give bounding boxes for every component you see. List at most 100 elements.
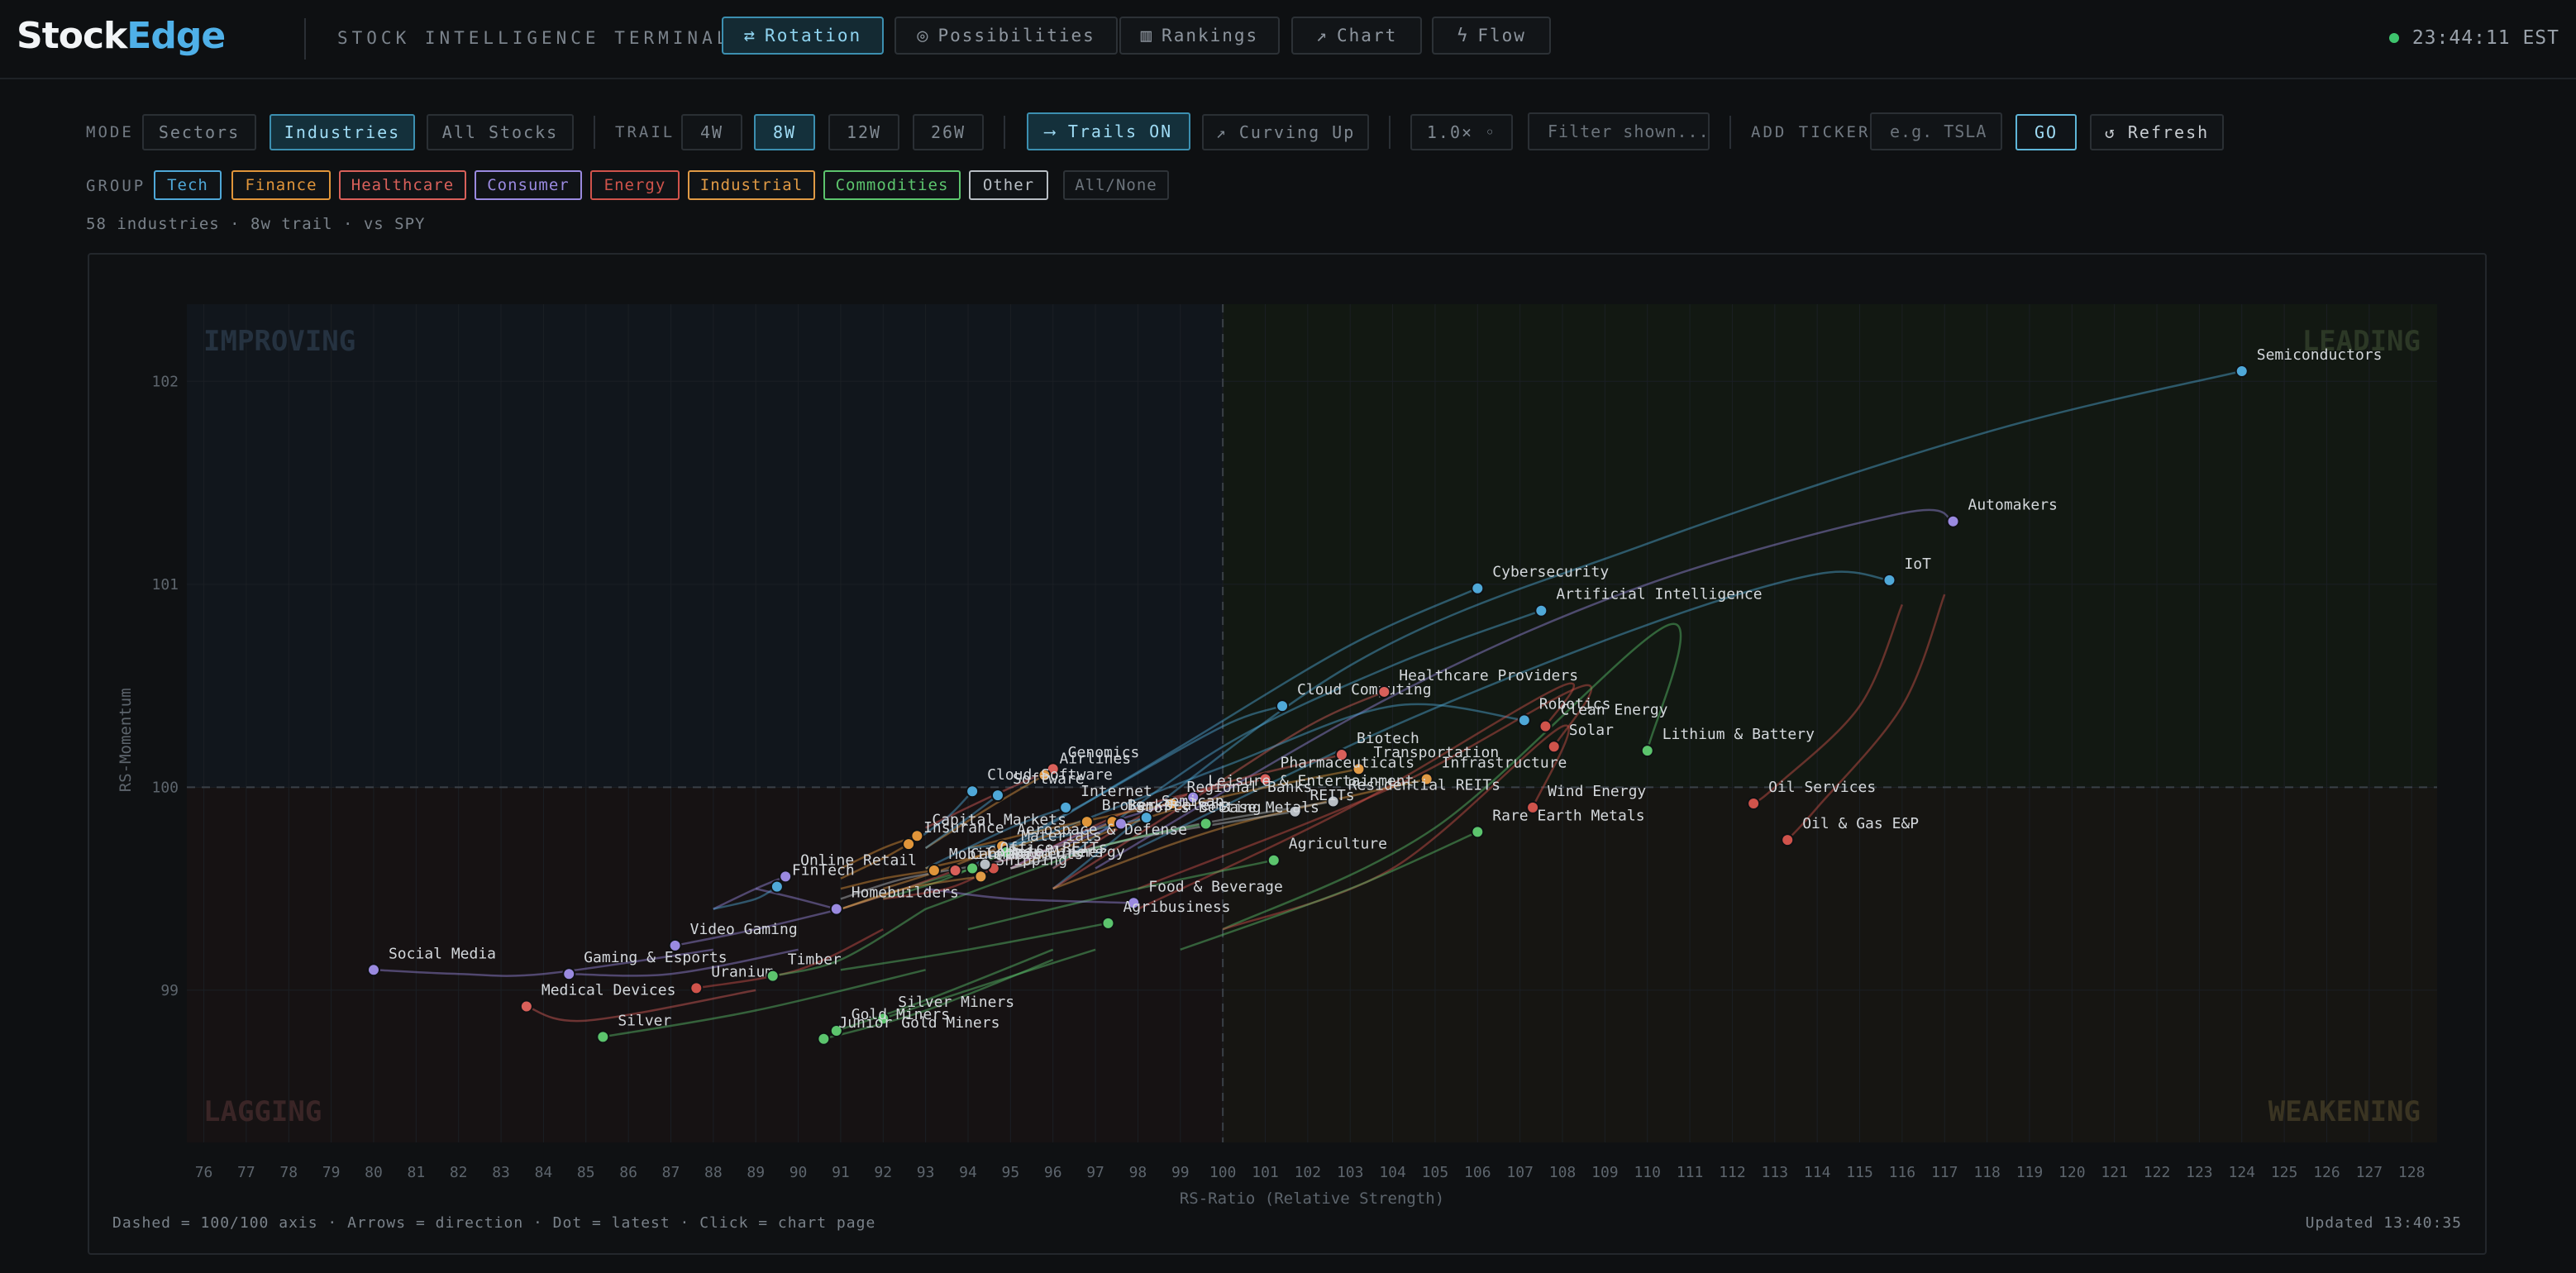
point-dot[interactable] [1352, 762, 1366, 776]
industry-point[interactable]: Airlines [1038, 751, 1131, 782]
point-dot[interactable] [770, 880, 784, 894]
trail-26w-button[interactable]: 26W [913, 114, 984, 150]
point-dot[interactable] [1747, 796, 1761, 810]
nav-tab-rankings[interactable]: ▥ Rankings [1119, 17, 1280, 55]
industry-point[interactable]: Materials [999, 827, 1102, 859]
industry-point[interactable]: Cybersecurity [1471, 564, 1609, 595]
industry-point[interactable]: Silver [596, 1012, 671, 1044]
industry-point[interactable]: Residential REITs [1326, 777, 1500, 808]
point-dot[interactable] [1059, 800, 1073, 814]
point-dot[interactable] [562, 967, 576, 981]
group-tech-chip[interactable]: Tech [154, 170, 222, 200]
point-dot[interactable] [902, 837, 916, 851]
industry-point[interactable]: IoT [1882, 555, 1931, 587]
industry-point[interactable]: Pharmaceuticals [1258, 755, 1415, 786]
point-dot[interactable] [978, 857, 992, 871]
point-dot[interactable] [1538, 719, 1553, 733]
industry-point[interactable]: Gaming & Esports [562, 949, 727, 981]
industry-point[interactable]: Sports Betting [1114, 799, 1262, 831]
industry-point[interactable]: Clean Energy [1538, 702, 1668, 733]
mode-all-stocks-button[interactable]: All Stocks [427, 114, 574, 150]
refresh-button[interactable]: ↺ Refresh [2090, 114, 2224, 150]
point-dot[interactable] [1377, 684, 1391, 698]
point-dot[interactable] [689, 981, 704, 995]
point-dot[interactable] [1258, 772, 1272, 786]
industry-point[interactable]: REITs [1288, 787, 1355, 818]
industry-point[interactable]: Medical Devices [519, 982, 676, 1013]
industry-point[interactable]: Agribusiness [1101, 899, 1231, 930]
trail-12w-button[interactable]: 12W [828, 114, 899, 150]
point-dot[interactable] [1165, 796, 1179, 810]
point-dot[interactable] [2235, 365, 2249, 379]
industry-point[interactable]: Social Media [366, 945, 496, 977]
industry-point[interactable]: Lithium & Battery [1640, 726, 1815, 758]
point-dot[interactable] [1276, 699, 1290, 713]
nav-tab-rotation[interactable]: ⇄ Rotation [722, 17, 884, 55]
industry-point[interactable]: Food & Beverage [1127, 878, 1283, 910]
point-dot[interactable] [1199, 817, 1213, 831]
point-dot[interactable] [829, 1023, 843, 1037]
point-dot[interactable] [966, 784, 980, 799]
group-other-chip[interactable]: Other [969, 170, 1048, 200]
point-dot[interactable] [1326, 794, 1340, 808]
industry-point[interactable]: Solar [1547, 722, 1614, 754]
industry-point[interactable]: Leisure & Entertainment [1186, 773, 1414, 804]
go-button[interactable]: GO [2015, 114, 2077, 150]
mode-industries-button[interactable]: Industries [270, 114, 415, 150]
point-dot[interactable] [1114, 817, 1128, 831]
point-dot[interactable] [779, 870, 793, 884]
industry-point[interactable]: Wind Energy [1526, 783, 1646, 814]
point-dot[interactable] [1517, 713, 1531, 727]
point-dot[interactable] [927, 864, 941, 878]
point-dot[interactable] [974, 870, 988, 884]
point-dot[interactable] [1038, 768, 1052, 782]
group-finance-chip[interactable]: Finance [231, 170, 331, 200]
industry-point[interactable]: Infrastructure [1419, 755, 1567, 786]
nav-tab-chart[interactable]: ↗ Chart [1291, 17, 1422, 55]
point-dot[interactable] [668, 938, 682, 952]
group-healthcare-chip[interactable]: Healthcare [339, 170, 466, 200]
speed-button[interactable]: 1.0× ◦ [1410, 114, 1513, 150]
industry-point[interactable]: Aerospace & Defense [995, 822, 1187, 853]
industry-point[interactable]: Transportation [1352, 744, 1499, 776]
point-dot[interactable] [999, 845, 1014, 859]
industry-point[interactable]: Capital Markets [910, 811, 1066, 843]
point-dot[interactable] [366, 963, 380, 977]
group-consumer-chip[interactable]: Consumer [475, 170, 582, 200]
point-dot[interactable] [1471, 581, 1485, 595]
point-dot[interactable] [1471, 825, 1485, 839]
industry-point[interactable]: Copper Miners [966, 844, 1104, 875]
industry-point[interactable]: Biotech [1334, 730, 1419, 762]
point-dot[interactable] [1080, 815, 1094, 829]
point-dot[interactable] [910, 829, 924, 843]
industry-point[interactable]: Silver Miners [876, 994, 1014, 1026]
point-dot[interactable] [1139, 811, 1153, 825]
industry-point[interactable]: Artificial Intelligence [1534, 586, 1763, 617]
point-dot[interactable] [817, 1032, 831, 1046]
industry-point[interactable]: Regional Banks [1165, 779, 1313, 810]
nav-tab-flow[interactable]: ϟ Flow [1432, 17, 1551, 55]
industry-point[interactable]: Online Retail [779, 851, 917, 884]
point-dot[interactable] [1526, 800, 1540, 814]
point-dot[interactable] [829, 902, 843, 916]
industry-point[interactable]: Cannabis [948, 846, 1042, 878]
group-commodities-chip[interactable]: Commodities [823, 170, 961, 200]
point-dot[interactable] [1101, 916, 1115, 930]
industry-point[interactable]: Timber [766, 951, 842, 983]
group-industrial-chip[interactable]: Industrial [688, 170, 815, 200]
industry-point[interactable]: Agriculture [1267, 836, 1387, 867]
point-dot[interactable] [1186, 790, 1200, 804]
industry-point[interactable]: Homebuilders [829, 884, 959, 916]
industry-point[interactable]: Software [990, 770, 1085, 803]
point-dot[interactable] [1534, 603, 1548, 617]
industry-point[interactable]: Cloud Computing [1276, 681, 1432, 713]
point-dot[interactable] [1547, 740, 1561, 754]
ticker-input[interactable] [1888, 121, 2001, 142]
point-dot[interactable] [596, 1030, 610, 1044]
point-dot[interactable] [1640, 744, 1654, 758]
group-all-none-button[interactable]: All/None [1063, 170, 1169, 200]
group-energy-chip[interactable]: Energy [590, 170, 680, 200]
point-dot[interactable] [1267, 853, 1281, 867]
trail-8w-button[interactable]: 8W [754, 114, 815, 150]
industry-point[interactable]: Internet [1059, 783, 1152, 814]
